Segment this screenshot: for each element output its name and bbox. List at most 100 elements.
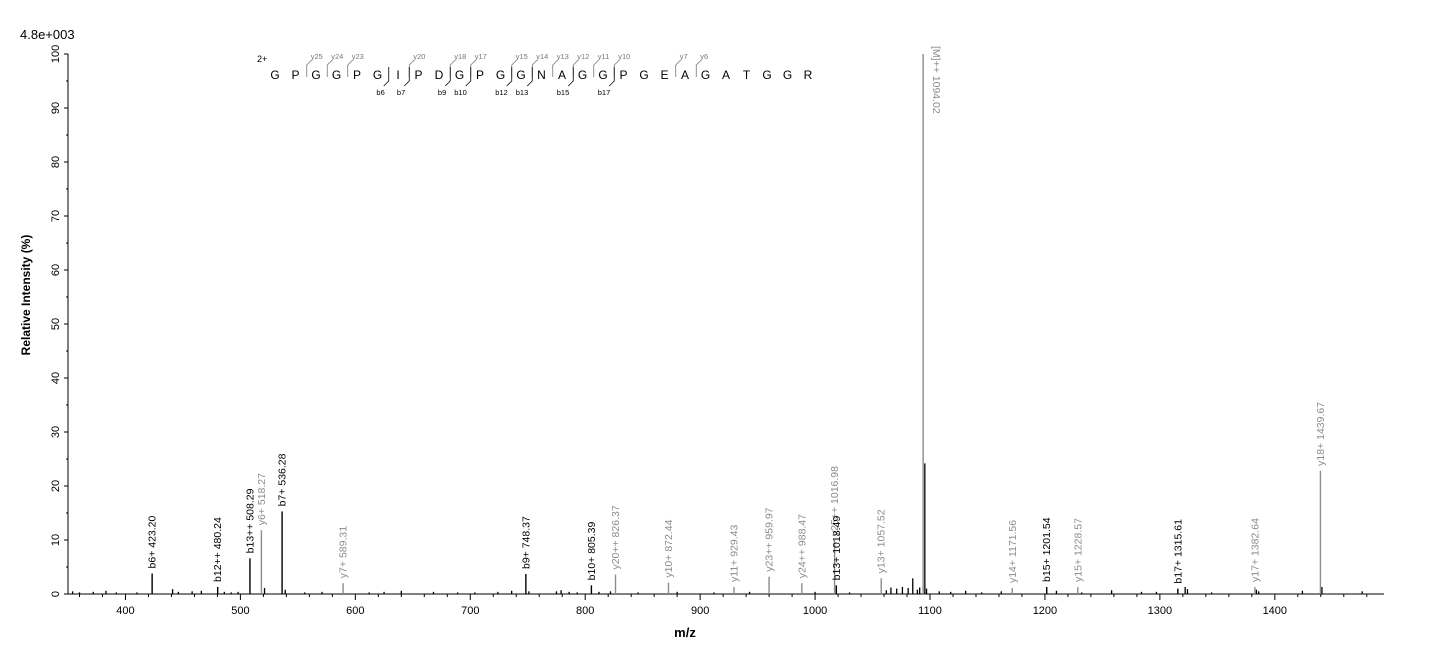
y-fragment-label: y12 bbox=[577, 52, 589, 61]
y-tick-label: 70 bbox=[50, 210, 62, 222]
sequence-residue: G bbox=[496, 68, 505, 82]
peak-label: y23++ 959.97 bbox=[764, 507, 776, 571]
sequence-residue: N bbox=[537, 68, 546, 82]
sequence-residue: G bbox=[373, 68, 382, 82]
y-fragment-label: y10 bbox=[618, 52, 630, 61]
sequence-residue: G bbox=[639, 68, 648, 82]
y-tick-label: 60 bbox=[50, 264, 62, 276]
b-fragment-mark bbox=[444, 67, 451, 87]
x-tick-label: 1200 bbox=[1033, 605, 1057, 617]
y-fragment-mark bbox=[593, 59, 600, 77]
y-fragment-label: y11 bbox=[598, 52, 610, 61]
sequence-residue: G bbox=[701, 68, 710, 82]
peak-label: y7+ 589.31 bbox=[338, 526, 350, 578]
x-tick-label: 600 bbox=[346, 605, 364, 617]
sequence-residue: T bbox=[743, 68, 751, 82]
peak-label: b15+ 1201.54 bbox=[1041, 517, 1053, 582]
labeled-peaks bbox=[151, 54, 1322, 594]
y-tick-label: 0 bbox=[50, 591, 62, 597]
unlabeled-peaks bbox=[71, 463, 1363, 594]
charge-state: 2+ bbox=[257, 54, 267, 64]
y-tick-label: 80 bbox=[50, 156, 62, 168]
y-tick-label: 90 bbox=[50, 102, 62, 114]
y-fragment-mark bbox=[695, 59, 702, 77]
peak-label: y17+ 1382.64 bbox=[1249, 518, 1261, 582]
y-tick-label: 100 bbox=[50, 45, 62, 63]
y-fragment-label: y7 bbox=[680, 52, 688, 61]
peak-label: y25++ 1016.98 bbox=[829, 466, 841, 536]
peak-label: y11+ 929.43 bbox=[728, 525, 740, 582]
y-fragment-mark bbox=[675, 59, 682, 77]
b-fragment-label: b12 bbox=[495, 88, 508, 97]
peak-label: y14+ 1171.56 bbox=[1007, 520, 1019, 583]
b-fragment-label: b9 bbox=[438, 88, 446, 97]
b-fragment-mark bbox=[506, 67, 513, 87]
sequence-residue: G bbox=[783, 68, 792, 82]
x-tick-label: 400 bbox=[116, 605, 134, 617]
b-fragment-mark bbox=[465, 67, 472, 87]
y-tick-label: 50 bbox=[50, 318, 62, 330]
y-fragment-label: y6 bbox=[700, 52, 708, 61]
y-fragment-label: y24 bbox=[331, 52, 343, 61]
peak-label: b9+ 748.37 bbox=[520, 516, 532, 569]
b-fragment-mark bbox=[567, 67, 574, 87]
x-tick-label: 1300 bbox=[1148, 605, 1172, 617]
y-tick-label: 40 bbox=[50, 372, 62, 384]
peak-label: y10+ 872.44 bbox=[663, 519, 675, 577]
peak-label: b17+ 1315.61 bbox=[1172, 519, 1184, 584]
sequence-residue: P bbox=[414, 68, 422, 82]
x-tick-label: 1000 bbox=[803, 605, 827, 617]
sequence-residue: A bbox=[681, 68, 689, 82]
x-tick-label: 1100 bbox=[918, 605, 942, 617]
sequence-residue: G bbox=[516, 68, 525, 82]
x-tick-label: 900 bbox=[691, 605, 709, 617]
b-fragment-label: b13 bbox=[516, 88, 529, 97]
y-fragment-label: y20 bbox=[413, 52, 425, 61]
sequence-residue: G bbox=[332, 68, 341, 82]
y-fragment-label: y17 bbox=[475, 52, 487, 61]
peak-label: y15+ 1228.57 bbox=[1072, 518, 1084, 582]
sequence-residue: P bbox=[619, 68, 627, 82]
b-fragment-mark bbox=[403, 67, 410, 87]
b-fragment-label: b15 bbox=[557, 88, 570, 97]
y-fragment-label: y18 bbox=[454, 52, 466, 61]
peak-label: y13+ 1057.52 bbox=[876, 509, 888, 573]
peak-label: b7+ 536.28 bbox=[277, 453, 289, 506]
y-fragment-mark bbox=[326, 59, 333, 77]
y-fragment-mark bbox=[552, 59, 559, 77]
b-fragment-mark bbox=[383, 67, 390, 87]
sequence-residue: G bbox=[311, 68, 320, 82]
sequence-residue: G bbox=[455, 68, 464, 82]
peak-label: b12++ 480.24 bbox=[212, 517, 224, 582]
y-fragment-label: y25 bbox=[311, 52, 323, 61]
peak-label: y18+ 1439.67 bbox=[1315, 402, 1327, 466]
sequence-residue: G bbox=[578, 68, 587, 82]
y-tick-label: 10 bbox=[50, 534, 62, 546]
b-fragment-label: b7 bbox=[397, 88, 405, 97]
sequence-residue: G bbox=[762, 68, 771, 82]
axes: 0 10 20 30 40 50 60 70 80 90 100 400 500 600 700 800 900… bbox=[50, 45, 1384, 617]
peak-labels: b6+ 423.20 b12++ 480.24 b13++ 508.29 y6+ 51… bbox=[147, 46, 1327, 584]
peak-label: b13++ 508.29 bbox=[244, 488, 256, 553]
peak-label: b10+ 805.39 bbox=[586, 522, 598, 581]
y-fragment-mark bbox=[347, 59, 354, 77]
y-fragment-label: y14 bbox=[536, 52, 548, 61]
sequence-residue: D bbox=[435, 68, 444, 82]
sequence-residue: A bbox=[558, 68, 566, 82]
y-fragment-label: y13 bbox=[557, 52, 569, 61]
y-axis-title: Relative Intensity (%) bbox=[19, 235, 33, 356]
x-axis-title: m/z bbox=[674, 625, 696, 640]
x-tick-label: 700 bbox=[461, 605, 479, 617]
x-tick-label: 1400 bbox=[1263, 605, 1287, 617]
x-tick-label: 800 bbox=[576, 605, 594, 617]
peak-label: y20++ 826.37 bbox=[610, 505, 622, 569]
peak-label: b6+ 423.20 bbox=[147, 515, 159, 568]
intensity-scale-label: 4.8e+003 bbox=[20, 27, 75, 42]
sequence-residue: G bbox=[270, 68, 279, 82]
b-fragment-label: b10 bbox=[454, 88, 467, 97]
sequence-residue: I bbox=[396, 68, 399, 82]
sequence-residue: G bbox=[598, 68, 607, 82]
b-fragment-mark bbox=[526, 67, 533, 87]
